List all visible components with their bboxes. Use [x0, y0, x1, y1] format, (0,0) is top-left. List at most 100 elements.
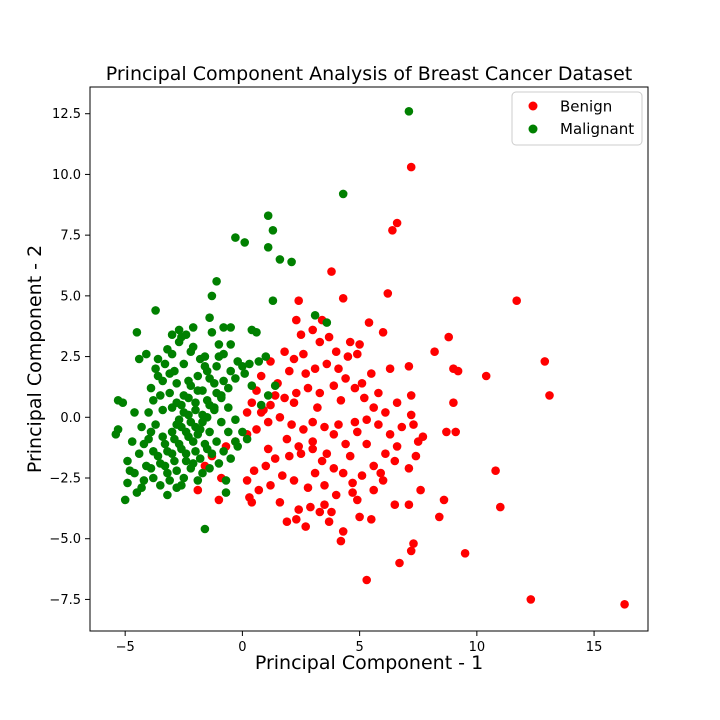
benign-point [348, 488, 357, 497]
benign-point [392, 442, 402, 451]
malignant-point [233, 442, 242, 451]
malignant-point [200, 362, 210, 371]
malignant-point [167, 403, 177, 412]
benign-point [395, 558, 404, 568]
legend-marker-benign [528, 101, 538, 111]
malignant-point [158, 405, 167, 415]
malignant-point [268, 226, 278, 235]
benign-point [367, 515, 376, 524]
malignant-point [137, 422, 146, 432]
benign-point [266, 400, 275, 410]
benign-point [327, 267, 336, 276]
benign-point [334, 420, 343, 429]
benign-point [362, 439, 372, 449]
benign-point [392, 398, 402, 408]
malignant-point [214, 459, 224, 468]
benign-point [252, 425, 261, 434]
benign-point [331, 347, 341, 357]
y-tick-label: 5.0 [60, 289, 81, 304]
malignant-point [158, 432, 167, 442]
malignant-point [226, 366, 235, 376]
malignant-point [198, 468, 207, 478]
benign-point [512, 296, 521, 306]
benign-point [362, 415, 372, 425]
benign-point [496, 502, 505, 512]
legend-box [511, 91, 643, 146]
malignant-point [165, 476, 174, 485]
benign-point [369, 485, 379, 495]
benign-point [263, 444, 273, 454]
benign-point [270, 454, 280, 463]
benign-point [310, 468, 320, 478]
benign-point [299, 349, 308, 359]
benign-point [364, 318, 374, 327]
malignant-point [134, 354, 144, 364]
malignant-point [205, 464, 214, 473]
malignant-point [245, 359, 254, 369]
benign-point [308, 444, 318, 454]
benign-point [442, 427, 451, 437]
benign-point [322, 359, 332, 369]
benign-point [350, 383, 360, 393]
benign-point [282, 434, 292, 444]
malignant-point [224, 427, 233, 437]
malignant-point [160, 439, 170, 449]
benign-point [413, 437, 423, 446]
benign-point [242, 408, 252, 417]
benign-point [310, 364, 320, 374]
malignant-point [193, 476, 203, 485]
benign-point [308, 325, 318, 335]
legend-label-benign: Benign [560, 98, 612, 116]
benign-point [296, 330, 306, 340]
malignant-point [207, 328, 217, 337]
malignant-point [247, 325, 257, 335]
y-tick-label: 0.0 [60, 411, 81, 426]
y-tick-label: −5.0 [49, 532, 81, 547]
malignant-point [263, 211, 273, 220]
benign-point [334, 364, 343, 374]
benign-point [390, 456, 400, 466]
malignant-point [172, 420, 181, 429]
malignant-point [177, 332, 186, 342]
y-tick-label: −7.5 [49, 593, 81, 608]
malignant-point [195, 425, 205, 434]
benign-point [411, 451, 421, 461]
benign-point [313, 403, 322, 412]
benign-point [404, 362, 414, 371]
benign-point [306, 502, 315, 512]
benign-point [491, 466, 500, 476]
malignant-point [242, 434, 252, 444]
benign-point [374, 420, 383, 429]
malignant-point [275, 255, 285, 264]
malignant-point [226, 454, 235, 463]
benign-point [367, 369, 376, 378]
malignant-point [217, 417, 226, 427]
malignant-point [144, 408, 153, 417]
benign-point [345, 337, 355, 347]
malignant-point [224, 383, 233, 393]
malignant-point [195, 454, 205, 463]
malignant-point [212, 437, 221, 446]
malignant-point [151, 364, 160, 374]
malignant-point [221, 488, 231, 497]
benign-point [308, 437, 318, 446]
benign-point [280, 347, 289, 357]
malignant-point [188, 459, 198, 468]
benign-point [322, 449, 332, 459]
x-tick-label: 5 [355, 640, 363, 655]
x-tick-label: −5 [116, 640, 135, 655]
malignant-point [191, 447, 200, 456]
benign-point [392, 218, 402, 228]
malignant-point [123, 456, 132, 466]
malignant-point [181, 456, 191, 466]
malignant-point [238, 427, 247, 437]
malignant-point [200, 524, 210, 534]
malignant-point [179, 473, 189, 483]
malignant-point [132, 488, 142, 497]
malignant-point [177, 400, 186, 410]
benign-point [540, 357, 550, 366]
x-axis: −5 0 5 10 15 [116, 631, 602, 655]
malignant-point [177, 481, 186, 490]
malignant-point [139, 439, 149, 449]
malignant-point [160, 461, 170, 471]
